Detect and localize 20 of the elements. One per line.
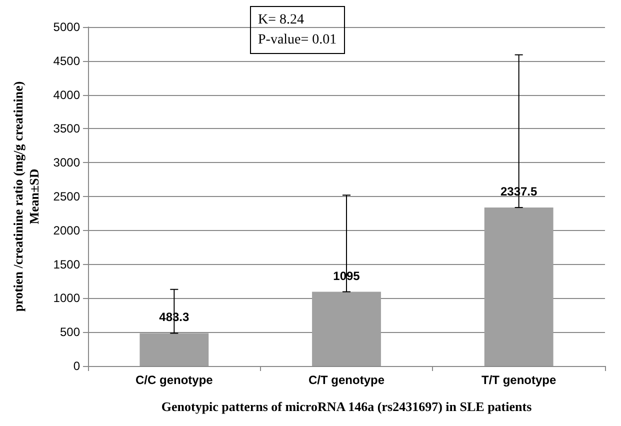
y-tick-label: 1500 — [53, 257, 80, 272]
y-tick-label: 3000 — [53, 156, 80, 170]
x-tick-label: T/T genotype — [481, 373, 556, 387]
y-tick-label: 0 — [73, 359, 80, 373]
x-axis-title: Genotypic patterns of microRNA 146a (rs2431697) in SLE patients — [161, 399, 532, 414]
y-tick-label: 4500 — [53, 54, 80, 68]
bar — [140, 333, 209, 366]
y-tick-label: 2500 — [53, 190, 80, 204]
bar — [484, 208, 554, 366]
y-tick-label: 3500 — [53, 122, 80, 136]
x-tick-label: C/T genotype — [308, 373, 385, 387]
y-tick-label: 4000 — [53, 88, 80, 102]
y-tick-label: 5000 — [53, 20, 80, 34]
y-tick-label: 2000 — [53, 223, 80, 238]
y-tick-label: 500 — [60, 325, 80, 340]
y-axis-title: protien /creatinine ratio (mg/g creatinine) Mean±SD — [10, 81, 42, 312]
x-tick-label: C/C genotype — [135, 373, 214, 387]
y-tick-label: 1000 — [53, 291, 80, 306]
bar — [312, 292, 381, 366]
annotation: K= 8.24 P-value= 0.01 — [258, 12, 337, 48]
